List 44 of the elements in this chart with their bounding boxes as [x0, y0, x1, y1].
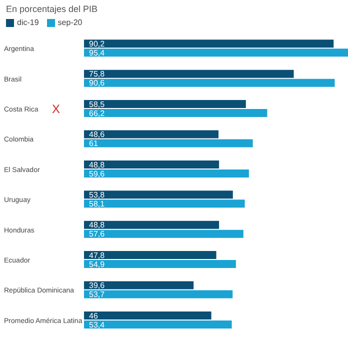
data-label: 75,8 [89, 70, 106, 79]
data-label: 47,8 [89, 250, 106, 260]
data-label: 59,6 [89, 169, 106, 178]
data-label: 57,6 [89, 230, 106, 239]
bar [84, 139, 253, 148]
data-label: 58,1 [89, 199, 106, 208]
bar [84, 78, 335, 87]
bar [84, 70, 294, 78]
data-label: 95,4 [89, 48, 106, 58]
data-label: 48,8 [89, 220, 106, 230]
bar [84, 311, 212, 320]
data-label: 54,9 [89, 260, 106, 269]
bar [84, 220, 220, 229]
bar [84, 251, 216, 260]
legend-label: dic-19 [16, 18, 39, 27]
bar [84, 169, 249, 178]
bar [84, 48, 348, 57]
data-label: 53,8 [89, 190, 106, 200]
bar [84, 40, 334, 48]
data-label: 53,7 [89, 290, 106, 300]
data-label: 90,2 [89, 39, 106, 48]
bar [84, 160, 220, 168]
data-label: 48,6 [89, 130, 106, 140]
text: X [52, 102, 60, 116]
data-label: 66,2 [89, 108, 106, 118]
data-label: 53,4 [89, 320, 106, 330]
chart-subtitle: En porcentajes del PIB [5, 3, 99, 14]
data-label: 58,5 [89, 100, 106, 109]
bar [84, 260, 236, 268]
data-label: 90,6 [89, 78, 106, 88]
data-label: 46 [89, 311, 98, 320]
legend-label: sep-20 [56, 18, 82, 27]
bar [84, 100, 246, 108]
bar [84, 190, 233, 199]
bar [84, 130, 218, 138]
data-label: 48,8 [89, 160, 106, 170]
bar [84, 230, 244, 238]
data-label: 61 [89, 139, 98, 148]
bar [84, 320, 232, 328]
bar [84, 109, 268, 118]
bar [84, 281, 194, 290]
data-label: 39,6 [89, 281, 106, 290]
bar [84, 290, 233, 298]
bar [84, 200, 245, 208]
